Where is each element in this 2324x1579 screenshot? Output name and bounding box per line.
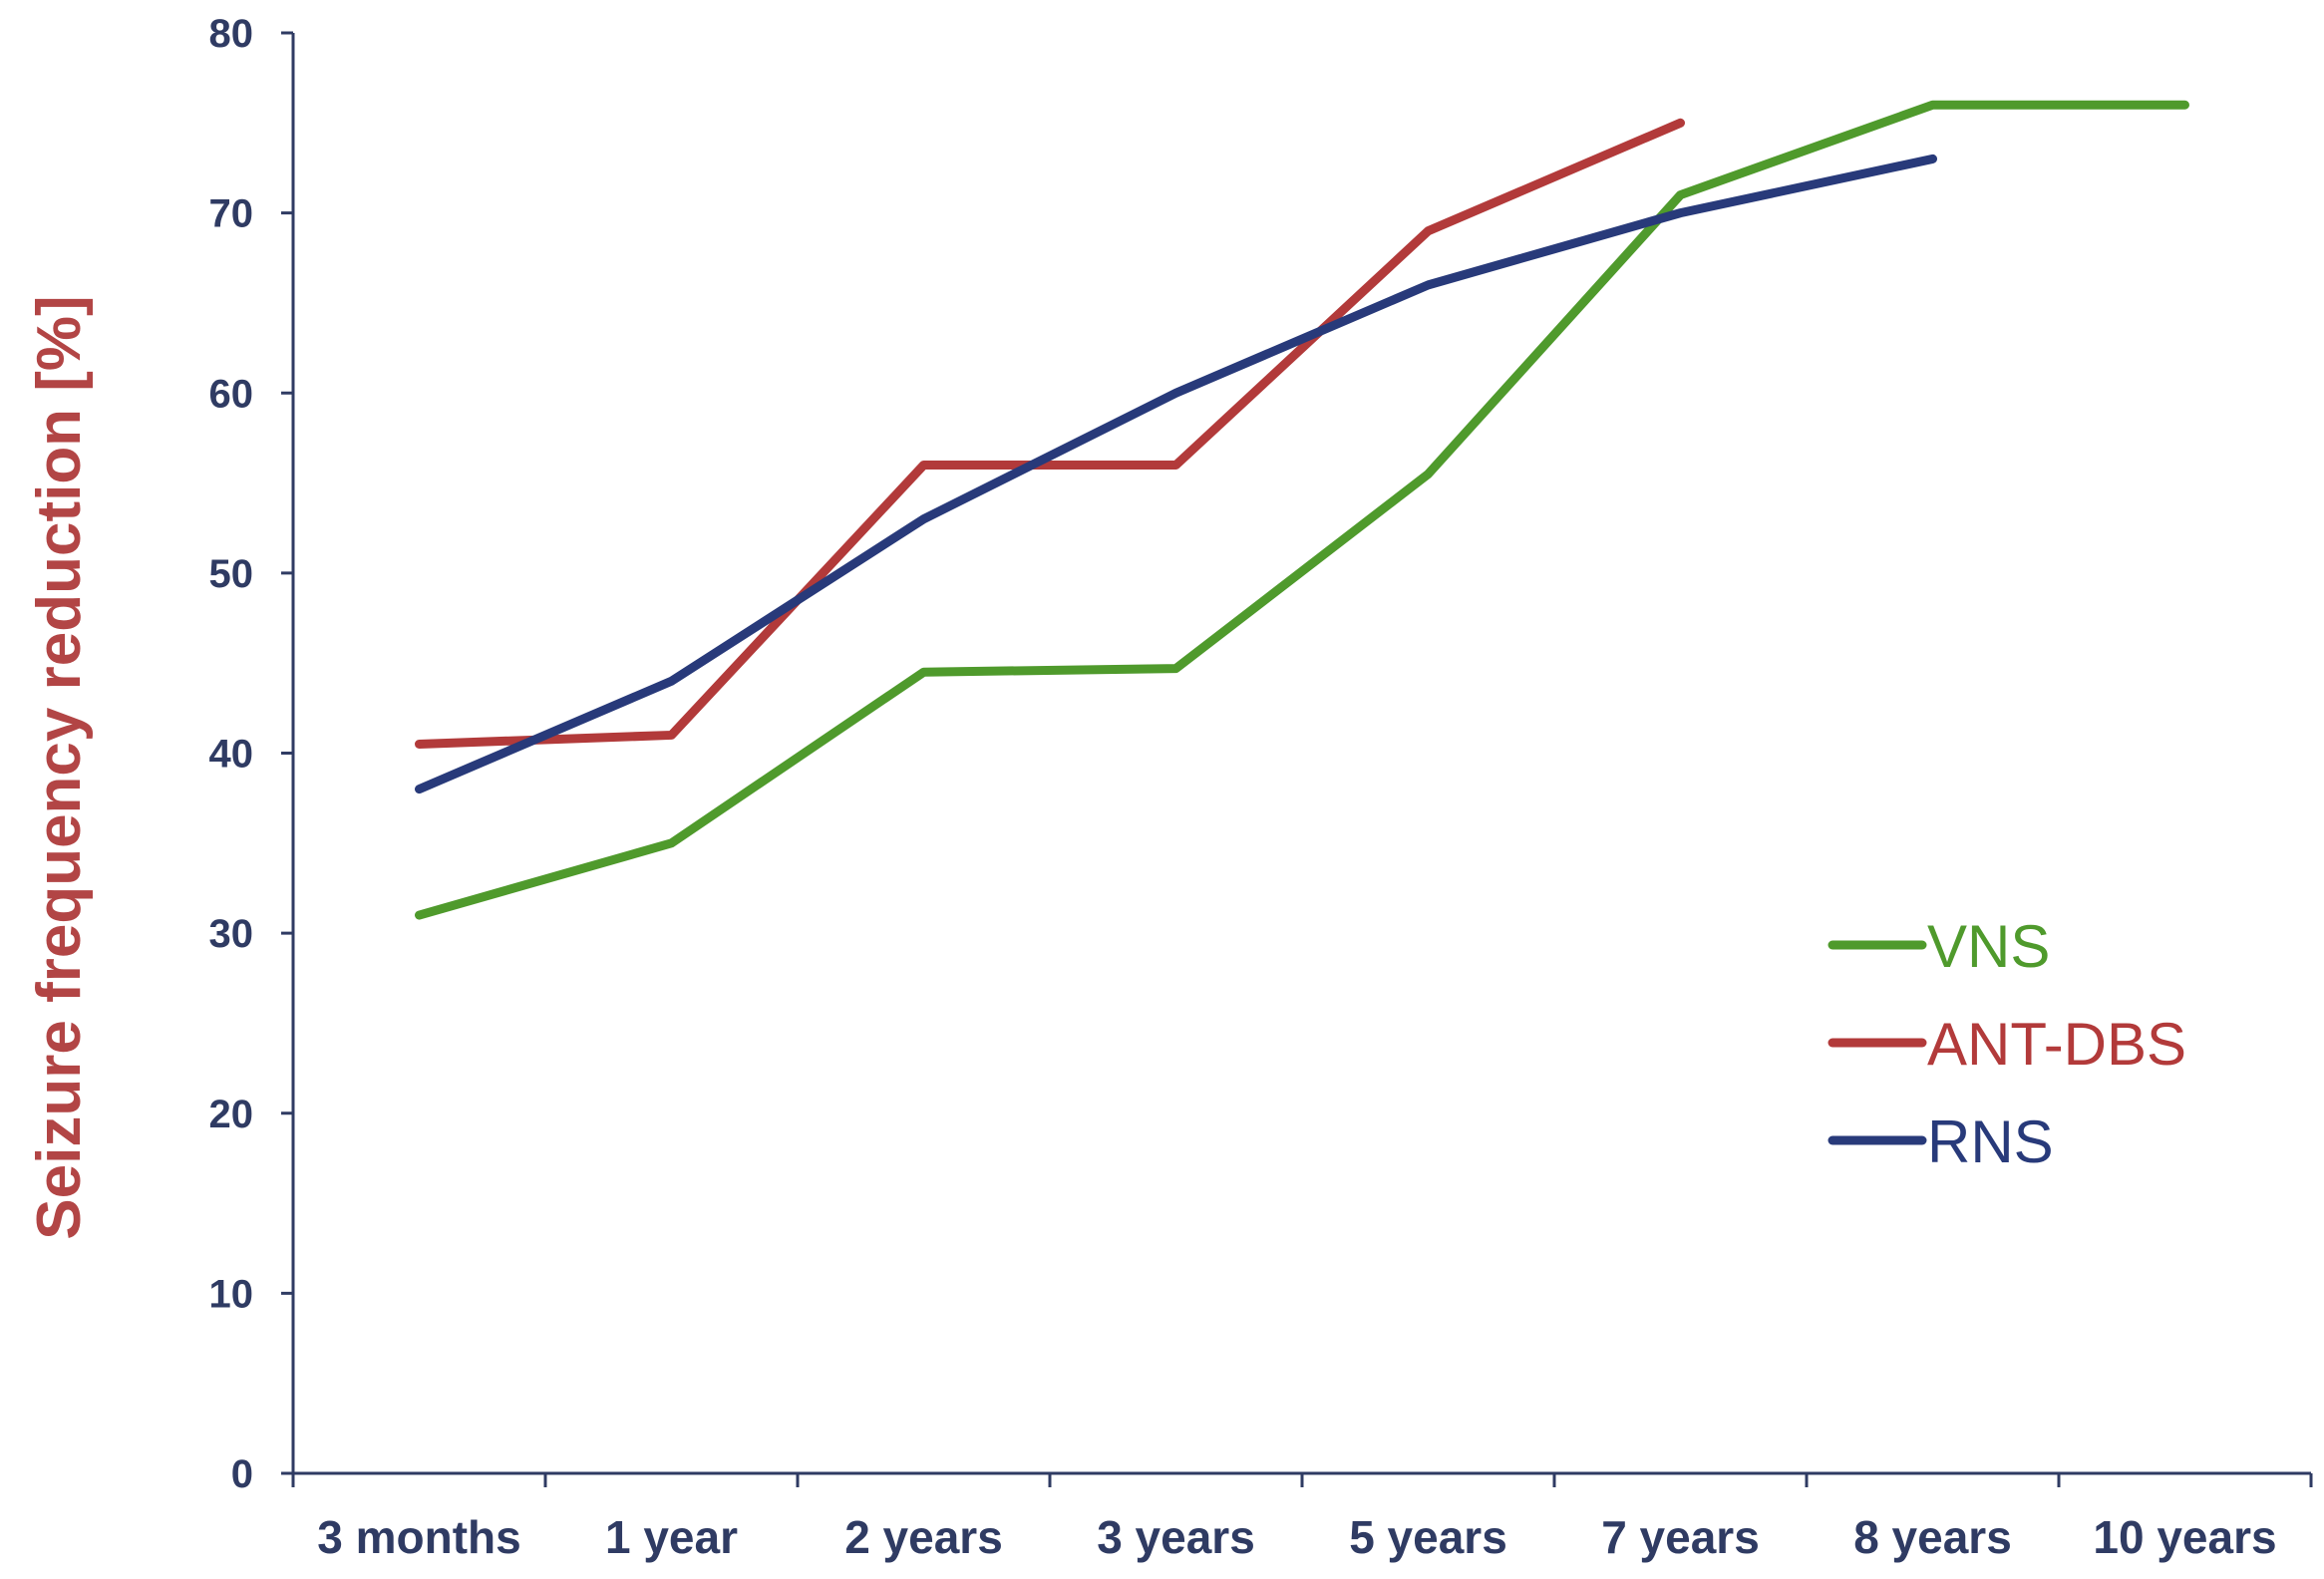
data-point-ant-dbs <box>417 742 422 747</box>
data-point-vns <box>1930 103 1935 108</box>
data-point-rns <box>417 787 422 791</box>
data-point-vns <box>669 840 674 845</box>
y-tick-label: 60 <box>209 372 254 416</box>
y-tick-label: 30 <box>209 912 254 956</box>
data-point-vns <box>2182 103 2187 108</box>
legend-label-ant-dbs: ANT-DBS <box>1927 1011 2186 1078</box>
y-tick-label: 0 <box>231 1452 253 1496</box>
data-point-ant-dbs <box>921 463 926 468</box>
data-point-ant-dbs <box>669 733 674 738</box>
data-point-rns <box>921 516 926 521</box>
legend: VNS ANT-DBS RNS <box>1827 913 2186 1175</box>
x-tick-label: 3 years <box>1097 1511 1255 1563</box>
x-tick-label: 5 years <box>1349 1511 1507 1563</box>
x-tick-label: 2 years <box>844 1511 1003 1563</box>
series-lines <box>415 100 2189 920</box>
data-point-rns <box>1930 157 1935 161</box>
legend-label-rns: RNS <box>1927 1108 2054 1175</box>
y-tick-label: 50 <box>209 552 254 596</box>
x-tick-label: 8 years <box>1853 1511 2012 1563</box>
series-line-rns <box>415 154 1937 794</box>
y-tick-label: 80 <box>209 12 254 56</box>
y-axis-label: Seizure frequency reduction [%] <box>25 295 94 1239</box>
x-tick-label: 10 years <box>2093 1511 2276 1563</box>
data-point-ant-dbs <box>1173 463 1178 468</box>
series-line-vns <box>415 100 2189 920</box>
axes: 0 10 20 30 40 50 60 70 80 3 months 1 year 2 years 3 … <box>209 12 2313 1563</box>
data-point-ant-dbs <box>1678 121 1683 126</box>
data-point-vns <box>417 913 422 918</box>
data-point-rns <box>1678 210 1683 215</box>
data-point-ant-dbs <box>1426 228 1431 233</box>
x-tick-label: 3 months <box>317 1511 520 1563</box>
data-point-rns <box>1173 391 1178 396</box>
legend-label-vns: VNS <box>1927 913 2050 980</box>
x-tick-label: 1 year <box>605 1511 738 1563</box>
series-line-ant-dbs <box>415 118 1685 749</box>
x-tick-label: 7 years <box>1601 1511 1760 1563</box>
y-tick-label: 70 <box>209 192 254 236</box>
data-point-vns <box>921 670 926 675</box>
y-tick-label: 40 <box>209 733 254 777</box>
data-point-rns <box>669 679 674 684</box>
y-tick-label: 20 <box>209 1093 254 1136</box>
data-point-vns <box>1173 666 1178 671</box>
data-point-vns <box>1678 192 1683 197</box>
y-tick-label: 10 <box>209 1272 254 1316</box>
data-point-vns <box>1426 472 1431 476</box>
data-point-rns <box>1426 282 1431 287</box>
